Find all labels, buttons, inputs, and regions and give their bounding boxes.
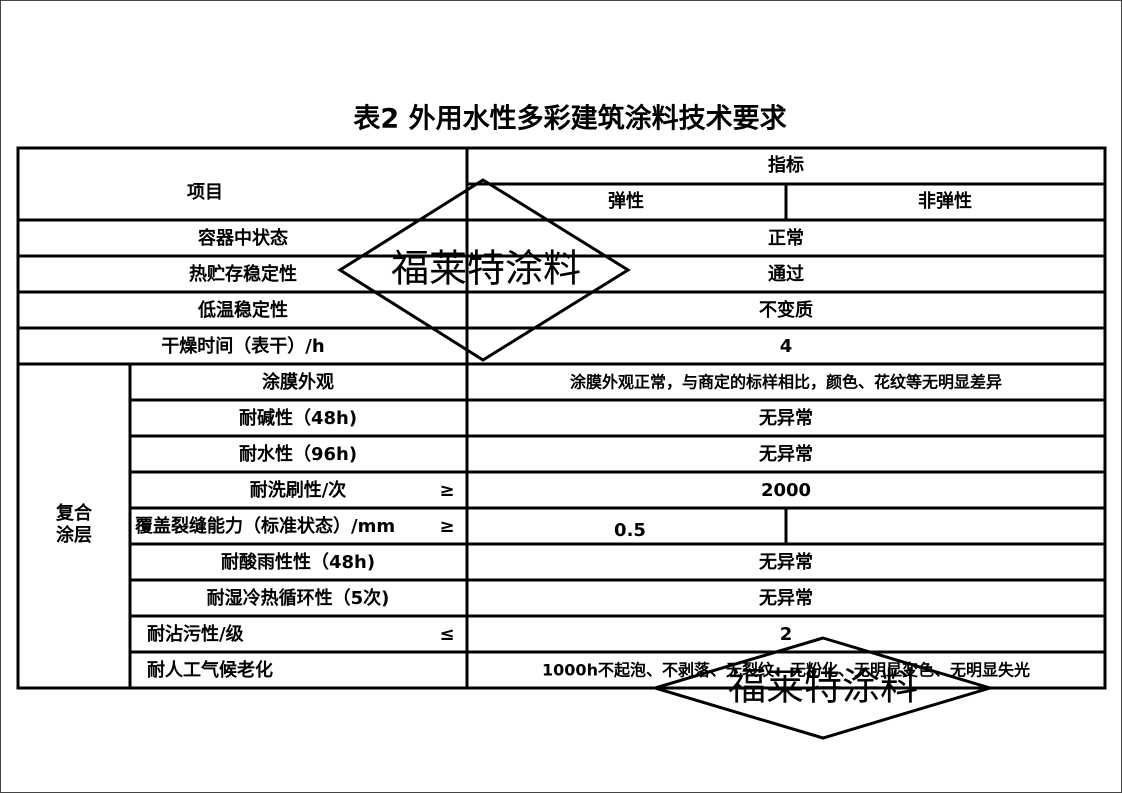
row-value: 不变质 xyxy=(759,299,813,321)
group-label: 涂层 xyxy=(56,524,92,546)
table-frame xyxy=(16,146,1107,690)
row-value: 无异常 xyxy=(759,443,813,465)
row-value: 2000 xyxy=(761,480,811,501)
watermark: 福莱特涂料 xyxy=(649,636,996,740)
watermark: 福莱特涂料 xyxy=(337,178,631,362)
row-symbol: ≤ xyxy=(439,624,454,645)
row-value: 2 xyxy=(780,624,793,645)
watermark-text: 福莱特涂料 xyxy=(728,665,918,709)
header-non-elastic: 非弹性 xyxy=(918,190,972,212)
row-value: 无异常 xyxy=(759,587,813,609)
row-label: 耐碱性（48h) xyxy=(239,407,357,429)
row-value: 通过 xyxy=(768,263,804,285)
row-label: 耐人工气候老化 xyxy=(147,659,273,681)
row-symbol: ≥ xyxy=(439,480,454,501)
row-label: 覆盖裂缝能力（标准状态）/mm xyxy=(135,515,395,537)
row-label: 热贮存稳定性 xyxy=(189,263,297,285)
row-value small: 涂膜外观正常，与商定的标样相比，颜色、花纹等无明显差异 xyxy=(570,373,1002,392)
row-label: 涂膜外观 xyxy=(262,371,334,393)
row-value: 正常 xyxy=(768,227,804,249)
row-label: 耐酸雨性性（48h) xyxy=(221,551,375,573)
row-label: 低温稳定性 xyxy=(197,299,288,321)
row-label: 耐沾污性/级 xyxy=(147,623,245,645)
row-value: 4 xyxy=(780,336,793,357)
row-label: 耐湿冷热循环性（5次) xyxy=(207,587,390,609)
header-item: 项目 xyxy=(187,182,223,203)
watermark-diamond xyxy=(649,636,996,740)
header-indicator: 指标 xyxy=(768,154,804,176)
row-label: 干燥时间（表干）/h xyxy=(161,335,324,357)
row-symbol: ≥ xyxy=(439,516,454,537)
row-label: 容器中状态 xyxy=(198,227,288,249)
row-value: 无异常 xyxy=(759,551,813,573)
watermark-text: 福莱特涂料 xyxy=(391,247,581,291)
title: 表2 外用水性多彩建筑涂料技术要求 xyxy=(353,103,786,135)
row-value small: 1000h不起泡、不剥落、无裂纹、无粉化、无明显变色、无明显失光 xyxy=(542,661,1030,680)
row-label: 耐水性（96h) xyxy=(239,443,357,465)
header-elastic: 弹性 xyxy=(608,190,644,212)
row-value: 无异常 xyxy=(759,407,813,429)
group-label: 复合 xyxy=(55,502,93,524)
row-elastic: 0.5 xyxy=(614,520,646,541)
row-label: 耐洗刷性/次 xyxy=(250,479,347,501)
